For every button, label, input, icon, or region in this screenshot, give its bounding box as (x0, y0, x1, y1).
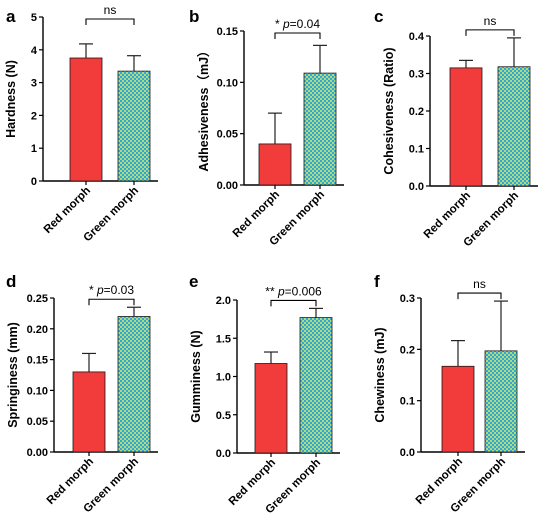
panel-letter: f (374, 272, 380, 291)
bar-red-morph (72, 371, 106, 453)
y-tick-label: 1 (31, 143, 37, 155)
y-tick-label: 0.20 (27, 324, 48, 336)
y-tick-label: 0.05 (27, 416, 48, 428)
y-tick-label: 0.0 (400, 447, 415, 459)
bar-green-morph (497, 66, 531, 187)
y-tick-label: 0.00 (27, 447, 48, 459)
y-tick-label: 2 (31, 110, 37, 122)
y-tick-label: 0 (31, 176, 37, 188)
category-label: Red morph (42, 185, 93, 236)
y-tick-label: 1.5 (216, 333, 231, 345)
y-tick-label: 0.00 (217, 180, 238, 192)
significance-bracket (85, 18, 135, 25)
significance-label: ns (104, 3, 117, 17)
panel-letter: c (374, 7, 383, 26)
significance-label: ns (484, 14, 497, 28)
y-tick-label: 0.2 (409, 106, 424, 118)
bar-green-morph (299, 317, 333, 454)
y-tick-label: 0.05 (217, 129, 238, 141)
y-tick-label: 0.10 (217, 77, 238, 89)
bar-red-morph (449, 67, 483, 187)
y-tick-label: 0.1 (409, 144, 424, 156)
bar-green-morph (117, 316, 151, 453)
bar-green-morph (117, 70, 151, 182)
y-tick-label: 0.3 (409, 69, 424, 81)
y-tick-label: 0.3 (400, 293, 415, 305)
significance-bracket (88, 298, 135, 306)
y-tick-label: 1.0 (216, 372, 231, 384)
significance-bracket (274, 32, 321, 39)
y-axis-label: Chewiness (mJ) (373, 327, 387, 422)
category-label: Red morph (422, 190, 473, 241)
significance-label: * p=0.04 (275, 17, 320, 31)
y-tick-label: 0.15 (217, 26, 238, 38)
bar-red-morph (258, 143, 292, 186)
y-tick-label: 0.5 (216, 410, 231, 422)
y-tick-label: 0.15 (27, 355, 48, 367)
y-tick-label: 5 (31, 12, 37, 24)
y-axis-label: Adhesiveness（mJ） (196, 44, 211, 171)
panel-letter: a (6, 7, 16, 26)
significance-bracket (457, 292, 502, 300)
bar-red-morph (441, 365, 475, 453)
y-tick-label: 0.1 (400, 396, 415, 408)
panel-d: d Springiness (mm) 0.00 0.05 0.10 0.15 0.20 0.2… (6, 272, 158, 515)
y-tick-label: 0.0 (216, 448, 231, 460)
bar-green-morph (484, 350, 518, 453)
significance-label: ** p=0.006 (265, 284, 322, 298)
y-axis-label: Hardness (N) (4, 60, 18, 138)
y-axis-label: Gumminess (N) (189, 330, 203, 422)
y-tick-label: 4 (31, 45, 38, 57)
bar-red-morph (69, 57, 103, 182)
panel-c: c Cohesiveness (Ratio) 0.0 0.1 0.2 0.3 0.4 Red … (374, 7, 538, 249)
significance-label: * p=0.03 (89, 283, 134, 297)
panel-letter: d (6, 272, 16, 291)
y-tick-label: 3 (31, 78, 37, 90)
y-tick-label: 0.25 (27, 293, 48, 305)
significance-bracket (270, 299, 317, 307)
y-tick-label: 0.2 (400, 344, 415, 356)
y-axis-label: Cohesiveness (Ratio) (382, 47, 396, 174)
y-tick-label: 0.0 (409, 181, 424, 193)
bar-red-morph (254, 363, 288, 454)
y-tick-label: 2.0 (216, 295, 231, 307)
bar-green-morph (303, 72, 337, 186)
y-tick-label: 0.4 (409, 31, 425, 43)
significance-bracket (465, 29, 515, 36)
y-axis-label: Springiness (mm) (6, 322, 20, 428)
significance-label: ns (473, 277, 486, 291)
y-tick-label: 0.10 (27, 385, 48, 397)
panel-letter: e (189, 272, 198, 291)
panel-letter: b (189, 7, 199, 26)
